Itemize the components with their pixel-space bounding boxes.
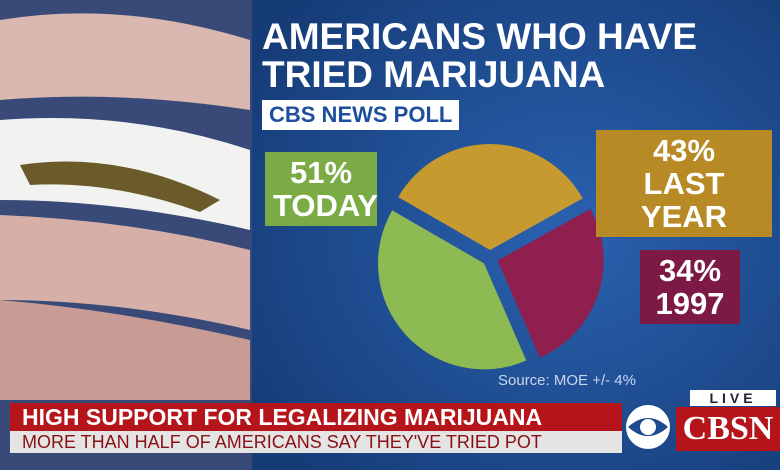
- pie-slice: [398, 144, 583, 251]
- subline: MORE THAN HALF OF AMERICANS SAY THEY'VE …: [10, 431, 622, 453]
- pie-slice: [378, 210, 527, 370]
- source-note: Source: MOE +/- 4%: [498, 372, 636, 389]
- live-badge: LIVE: [690, 390, 776, 406]
- category-label: TODAY: [273, 188, 379, 223]
- pie-slice: [497, 208, 604, 358]
- network-logo: CBSN: [676, 407, 780, 451]
- chart-title: AMERICANS WHO HAVE TRIED MARIJUANA: [262, 16, 698, 95]
- slice-label: 43% LAST YEAR: [596, 130, 772, 237]
- headline: HIGH SUPPORT FOR LEGALIZING MARIJUANA: [10, 403, 622, 431]
- value-label: 43%: [652, 133, 716, 168]
- value-label: 51%: [289, 155, 353, 190]
- category-label: 1997: [655, 286, 725, 321]
- slice-label: 51% TODAY: [265, 152, 379, 226]
- cbs-eye: [626, 405, 670, 449]
- chart-subtitle: CBS NEWS POLL: [262, 100, 460, 130]
- value-label: 34%: [658, 253, 722, 288]
- slice-label: 34% 1997: [640, 250, 740, 324]
- category-label: LAST YEAR: [640, 166, 728, 234]
